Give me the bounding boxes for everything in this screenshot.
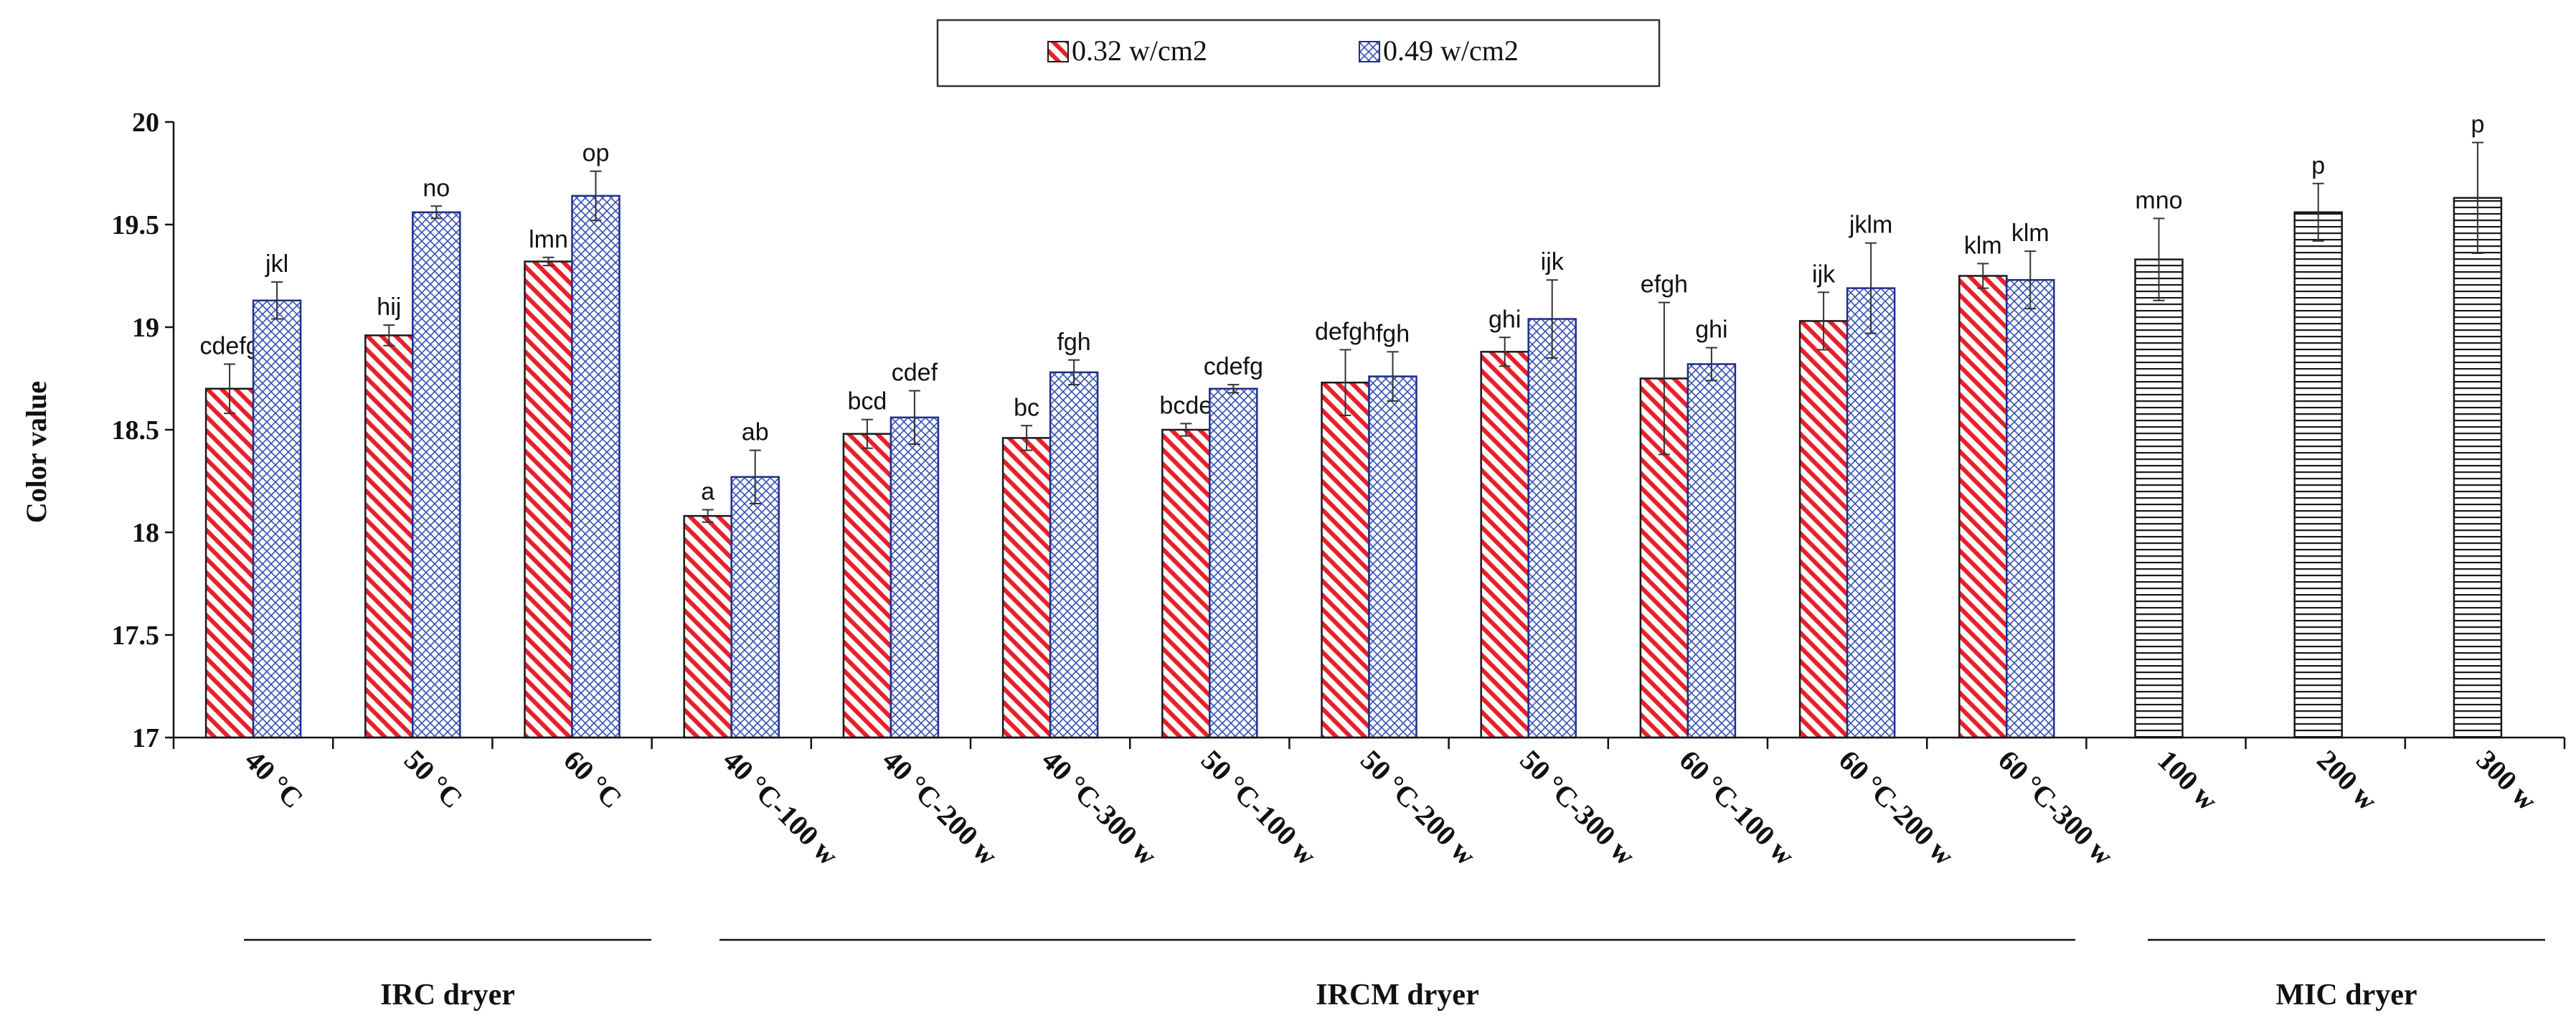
bar-low [1798, 320, 1849, 739]
significance-letter: ab [742, 419, 769, 446]
bar-mic [2453, 197, 2503, 739]
bar-high [1049, 371, 1099, 739]
legend-swatch-0.32 [1047, 41, 1069, 62]
x-tick-label: 50 °C-300 w [1514, 744, 1641, 872]
x-tick-label: 60 °C-200 w [1833, 744, 1961, 872]
y-tick-label: 19 [132, 313, 159, 343]
bar-low [842, 433, 892, 739]
significance-letter: fgh [1057, 329, 1090, 356]
significance-letter: efgh [1641, 271, 1688, 298]
bar-high [730, 476, 780, 739]
bar-low [1001, 437, 1052, 739]
x-tick-label: 50 °C-200 w [1354, 744, 1482, 872]
group-labels: IRC dryer IRCM dryer MIC dryer [244, 938, 2545, 1012]
y-axis-title: Color value [20, 381, 52, 523]
significance-letter: mno [2135, 187, 2182, 214]
bar-low [1321, 381, 1370, 739]
y-tick-label: 18 [132, 518, 159, 548]
group-label: IRC dryer [380, 979, 515, 1012]
significance-letter: fgh [1376, 320, 1410, 347]
y-ticks: 17 17.5 18 18.5 19 19.5 20 [112, 108, 174, 753]
legend-label-0.49: 0.49 w/cm2 [1383, 34, 1519, 67]
significance-letter: klm [1964, 232, 2002, 259]
bar-high [2006, 278, 2055, 739]
bar-low [524, 260, 573, 739]
significance-letter: bcd [847, 388, 887, 415]
significance-letter: ijk [1541, 248, 1565, 276]
bar-high [1368, 375, 1417, 739]
legend-box [936, 19, 1661, 88]
significance-letter: ijk [1812, 260, 1836, 288]
x-tick-labels: 40 °C 50 °C 60 °C 40 °C-100 w 40 °C-200 w 40 … [239, 744, 2544, 872]
x-tick-label: 50 °C-100 w [1195, 744, 1323, 872]
x-tick-label: 40 °C-200 w [877, 744, 1004, 872]
group-label: MIC dryer [2275, 979, 2417, 1012]
significance-letter: p [2471, 111, 2484, 138]
bar-high [1209, 387, 1258, 739]
significance-letter: ghi [1488, 306, 1521, 333]
bar-low [1161, 428, 1211, 739]
y-tick-label: 17 [132, 723, 159, 753]
y-tick-label: 20 [132, 108, 159, 138]
significance-letter: p [2311, 152, 2325, 179]
bar-high [571, 194, 621, 739]
x-tick-label: 100 w [2151, 744, 2224, 817]
significance-letter: cdefg [1204, 353, 1263, 380]
bar-high [252, 299, 302, 739]
significance-letter: defgh [1315, 318, 1376, 345]
bar-low [204, 387, 255, 739]
legend-label-0.32: 0.32 w/cm2 [1072, 34, 1207, 67]
x-tick-label: 200 w [2311, 744, 2384, 817]
legend-swatch-0.49 [1359, 41, 1380, 62]
significance-letter: jkl [265, 250, 288, 278]
group-label: IRCM dryer [1316, 979, 1478, 1012]
significance-letter: hij [377, 293, 401, 321]
x-tick-label: 300 w [2471, 744, 2544, 817]
bar-high [1846, 287, 1896, 739]
significance-letter: cdefg [200, 332, 260, 359]
significance-letter: bc [1014, 394, 1039, 421]
bar-high [890, 416, 940, 739]
significance-letter: op [582, 140, 610, 167]
significance-letter: lmn [529, 226, 568, 253]
bar-mic [2293, 211, 2343, 739]
bar-high [1686, 363, 1737, 739]
x-tick-label: 40 °C-100 w [717, 744, 844, 872]
y-tick-label: 18.5 [112, 415, 160, 446]
significance-letter: klm [2011, 220, 2049, 247]
significance-letter: ghi [1695, 316, 1727, 344]
y-tick-label: 17.5 [112, 621, 160, 651]
x-tick-label: 60 °C-300 w [1992, 744, 2120, 872]
bar-low [1480, 351, 1529, 739]
significance-letter: bcde [1159, 392, 1212, 419]
x-tick-label: 60 °C [557, 744, 628, 815]
significance-letter: a [701, 479, 714, 506]
bar-low [364, 334, 414, 739]
bar-low [683, 514, 732, 739]
axes [172, 122, 2566, 749]
x-tick-label: 60 °C-100 w [1674, 744, 1801, 872]
significance-letter: cdef [892, 359, 938, 387]
x-tick-label: 50 °C [398, 744, 469, 815]
x-tick-label: 40 °C-300 w [1036, 744, 1164, 872]
x-tick-label: 40 °C [239, 744, 310, 815]
y-tick-label: 19.5 [112, 210, 160, 240]
bar-low [1958, 275, 2008, 739]
bar-mic [2134, 258, 2184, 739]
significance-letter: jklm [1849, 212, 1892, 239]
legend: 0.32 w/cm2 0.49 w/cm2 [936, 19, 1661, 88]
significance-letter: no [423, 174, 450, 202]
bar-high [412, 211, 461, 739]
bar-high [1527, 318, 1577, 739]
